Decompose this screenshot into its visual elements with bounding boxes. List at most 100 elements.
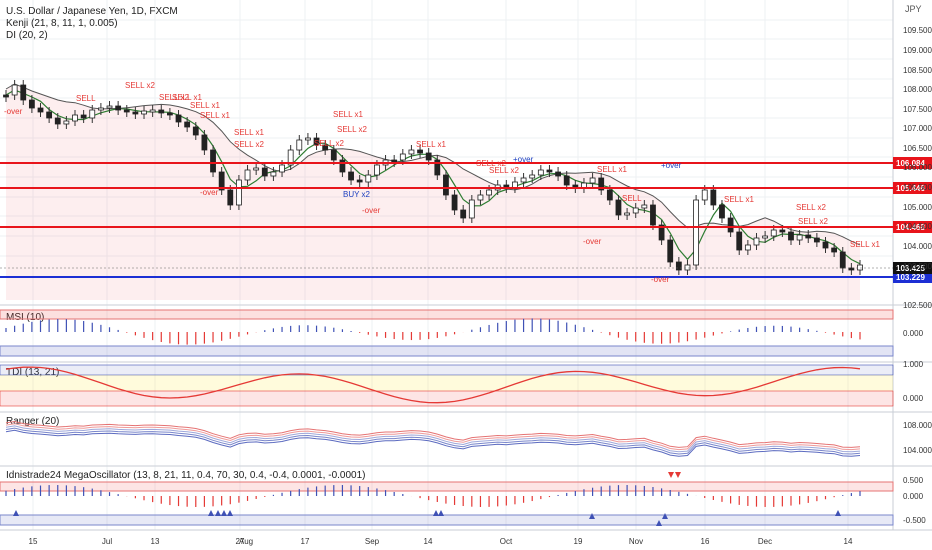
price-tick-label: 105.500 xyxy=(903,183,932,192)
signal-label: SELL xyxy=(76,94,96,103)
price-tick-label: 108.000 xyxy=(903,85,932,94)
signal-label: SELL x1 xyxy=(333,110,363,119)
moving-average-lines xyxy=(5,83,861,265)
signal-label: SELL x1 xyxy=(200,111,230,120)
time-tick-label: Aug xyxy=(239,537,253,546)
panel-band xyxy=(0,364,894,376)
msi-title: MSI (10) xyxy=(6,312,44,323)
price-tick-label: 106.500 xyxy=(903,144,932,153)
ranger-band-line xyxy=(5,427,861,455)
time-tick-label: Oct xyxy=(500,537,513,546)
price-tick-label: 109.000 xyxy=(903,46,932,55)
price-tick-label: 109.500 xyxy=(903,26,932,35)
buy-triangle-icon xyxy=(589,513,595,519)
signal-label: SELL x1 xyxy=(416,140,446,149)
signal-label: -over xyxy=(583,237,602,246)
price-level-tag xyxy=(893,157,932,169)
buy-triangle-icon xyxy=(13,510,19,516)
currency-label: JPY xyxy=(905,4,922,14)
signal-label: SELL xyxy=(622,194,642,203)
signal-label: -over xyxy=(4,107,23,116)
panel-band xyxy=(0,345,894,357)
ma-fast-line xyxy=(5,89,861,265)
signal-label: SELL x2 xyxy=(796,203,826,212)
panel-tick-label: 0.000 xyxy=(903,329,924,338)
signal-label: SELL x1 xyxy=(850,240,880,249)
signal-label: BUY x2 xyxy=(343,190,371,199)
price-tick-label: 104.500 xyxy=(903,222,932,231)
panel-band xyxy=(0,390,894,407)
signal-label: SELL x2 xyxy=(159,93,189,102)
buy-triangle-icon xyxy=(227,510,233,516)
indicator-di-label: DI (20, 2) xyxy=(6,30,48,41)
time-tick-label: 16 xyxy=(701,537,710,546)
msi-panel: MSI (10) 0.000 xyxy=(0,309,924,357)
time-tick-label: 13 xyxy=(151,537,160,546)
time-tick-label: 15 xyxy=(29,537,38,546)
signal-label: SELL x2 xyxy=(125,81,155,90)
current-price-label: 103.425 xyxy=(896,264,925,273)
signal-label: +over xyxy=(661,161,682,170)
ranger-band-line xyxy=(5,420,861,448)
signal-label: SELL x2 xyxy=(337,125,367,134)
signal-label: SELL x2 xyxy=(476,159,506,168)
ranger-panel: Ranger (20) 108.000 104.000 xyxy=(5,416,932,457)
panel-tick-label: 0.500 xyxy=(903,476,924,485)
signal-label: +over xyxy=(513,155,534,164)
price-tick-label: 106.000 xyxy=(903,163,932,172)
price-axis[interactable]: 109.500 109.000 108.500 108.000 107.500 107.0… xyxy=(903,26,932,310)
panel-tick-label: -0.500 xyxy=(903,516,926,525)
signal-label: SELL x2 xyxy=(314,139,344,148)
signal-label: SELL x2 xyxy=(234,140,264,149)
panel-tick-label: 104.000 xyxy=(903,446,932,455)
panel-tick-label: 0.000 xyxy=(903,394,924,403)
time-tick-label: 19 xyxy=(574,537,583,546)
current-price-tag xyxy=(893,262,932,274)
time-tick-label: 14 xyxy=(424,537,433,546)
signal-label: SELL x2 xyxy=(489,166,519,175)
panel-band xyxy=(0,514,894,526)
price-level-tag xyxy=(893,221,932,233)
signal-label: SELL x1 xyxy=(597,165,627,174)
buy-triangle-icon xyxy=(662,513,668,519)
signal-label: -over xyxy=(651,275,670,284)
price-level-label: 106.084 xyxy=(896,159,925,168)
buy-triangle-icon xyxy=(656,520,662,526)
price-tick-label: 104.000 xyxy=(903,242,932,251)
time-tick-label: Nov xyxy=(629,537,643,546)
chart-title: U.S. Dollar / Japanese Yen, 1D, FXCM xyxy=(6,6,178,17)
price-tick-label: 105.000 xyxy=(903,203,932,212)
panel-tick-label: 108.000 xyxy=(903,421,932,430)
signal-label: SELL x1 xyxy=(724,195,754,204)
signal-label: SELL x1 xyxy=(234,128,264,137)
time-tick-label: 27 xyxy=(236,537,245,546)
cloud-fill xyxy=(6,84,860,300)
panel-tick-label: 1.000 xyxy=(903,360,924,369)
time-tick-label: Jul xyxy=(102,537,112,546)
panel-band xyxy=(0,309,894,320)
price-level-label: 105.446 xyxy=(896,184,925,193)
buy-triangle-icon xyxy=(208,510,214,516)
ma-slow-line xyxy=(5,83,861,246)
panel-band xyxy=(0,375,893,391)
sell-triangle-icon xyxy=(668,472,674,478)
time-tick-label: Sep xyxy=(365,537,380,546)
candlesticks xyxy=(3,80,863,275)
tdi-panel: TDI (13, 21) 1.000 0.000 xyxy=(0,360,924,407)
time-tick-label: 14 xyxy=(844,537,853,546)
price-level-label: 103.229 xyxy=(896,273,925,282)
indicator-kenji-label: Kenji (21, 8, 11, 1, 0.005) xyxy=(6,18,118,29)
sell-triangle-icon xyxy=(675,472,681,478)
ranger-title: Ranger (20) xyxy=(6,416,59,427)
price-level-tag xyxy=(893,182,932,194)
buy-triangle-icon xyxy=(221,510,227,516)
price-level-label: 104.468 xyxy=(896,223,925,232)
price-tick-label: 108.500 xyxy=(903,66,932,75)
signal-label: SELL x1 xyxy=(190,101,220,110)
buy-triangle-icon xyxy=(215,510,221,516)
